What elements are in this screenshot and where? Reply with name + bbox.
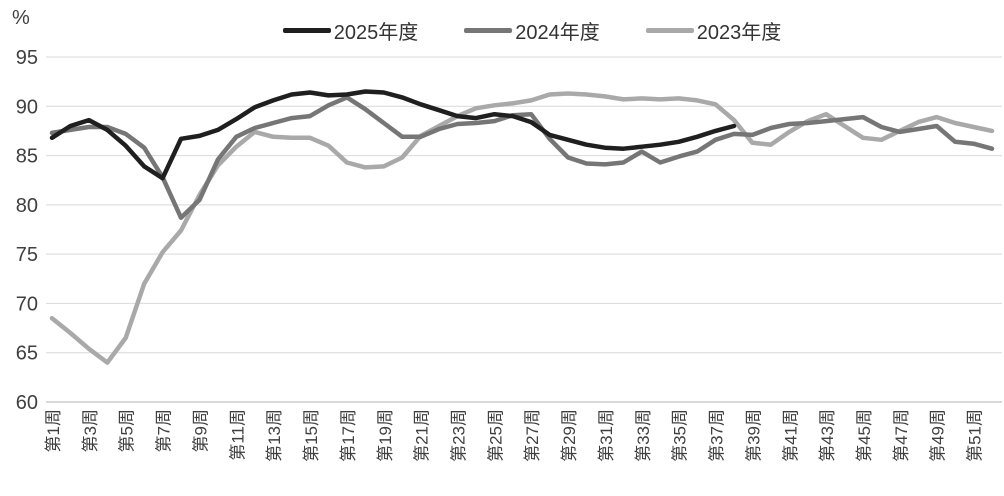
legend-line-swatch <box>645 28 694 33</box>
legend-label: 2025年度 <box>333 22 419 44</box>
chart-legend: 2025年度 2024年度 2023年度 <box>0 16 1004 45</box>
x-tick-label: 第39周 <box>744 409 763 462</box>
x-tick-label: 第47周 <box>892 409 911 462</box>
x-tick-label: 第13周 <box>265 409 284 462</box>
x-tick-label: 第17周 <box>339 409 358 462</box>
y-axis-tick-labels: 60 65 70 75 80 85 90 95 <box>16 47 38 414</box>
x-tick-label: 第37周 <box>708 409 727 462</box>
y-tick-label: 65 <box>16 343 38 365</box>
y-tick-label: 60 <box>16 392 38 414</box>
series-line-2024年度 <box>49 95 995 220</box>
y-tick-label: 80 <box>16 195 38 217</box>
gridlines <box>46 56 1002 403</box>
x-tick-label: 第3周 <box>81 409 100 452</box>
x-tick-label: 第31周 <box>597 409 616 462</box>
series-line-2023年度 <box>49 91 995 365</box>
x-tick-label: 第7周 <box>155 409 174 452</box>
x-axis-tick-labels: 第1周 第3周 第5周 第7周 第9周 第11周 第13周 第15周 第17周 第19周 第21周第… <box>44 409 985 462</box>
y-tick-label: 95 <box>16 47 38 69</box>
y-tick-label: 75 <box>16 244 38 266</box>
x-tick-label: 第11周 <box>228 409 247 461</box>
y-axis-unit-label: % <box>12 7 30 29</box>
x-tick-label: 第19周 <box>376 409 395 462</box>
y-tick-label: 70 <box>16 293 38 315</box>
legend-item-2023年度: 2023年度 <box>645 16 782 45</box>
x-tick-label: 第49周 <box>929 409 948 462</box>
x-tick-label: 第23周 <box>449 409 468 462</box>
x-tick-label: 第51周 <box>966 409 985 462</box>
x-tick-label: 第27周 <box>523 409 542 462</box>
legend-item-2025年度: 2025年度 <box>282 16 419 45</box>
x-tick-label: 第35周 <box>671 409 690 462</box>
x-tick-label: 第25周 <box>486 409 505 462</box>
legend-label: 2024年度 <box>515 22 600 44</box>
x-tick-label: 第1周 <box>44 409 63 452</box>
x-tick-label: 第43周 <box>818 409 837 462</box>
x-tick-label: 第45周 <box>855 409 874 462</box>
x-tick-label: 第33周 <box>634 409 653 462</box>
x-tick-label: 第21周 <box>413 409 432 462</box>
y-tick-label: 90 <box>16 96 38 118</box>
chart-series-lines <box>49 89 995 365</box>
x-tick-label: 第41周 <box>781 409 800 462</box>
x-tick-label: 第15周 <box>302 409 321 462</box>
legend-line-swatch <box>464 28 513 33</box>
x-tick-label: 第5周 <box>118 409 137 452</box>
x-tick-label: 第9周 <box>191 409 210 452</box>
y-tick-label: 85 <box>16 146 38 168</box>
legend-item-2024年度: 2024年度 <box>464 16 600 45</box>
legend-label: 2023年度 <box>696 22 782 44</box>
legend-line-swatch <box>282 28 331 33</box>
series-line-2025年度 <box>49 89 737 181</box>
x-tick-label: 第29周 <box>560 409 579 462</box>
